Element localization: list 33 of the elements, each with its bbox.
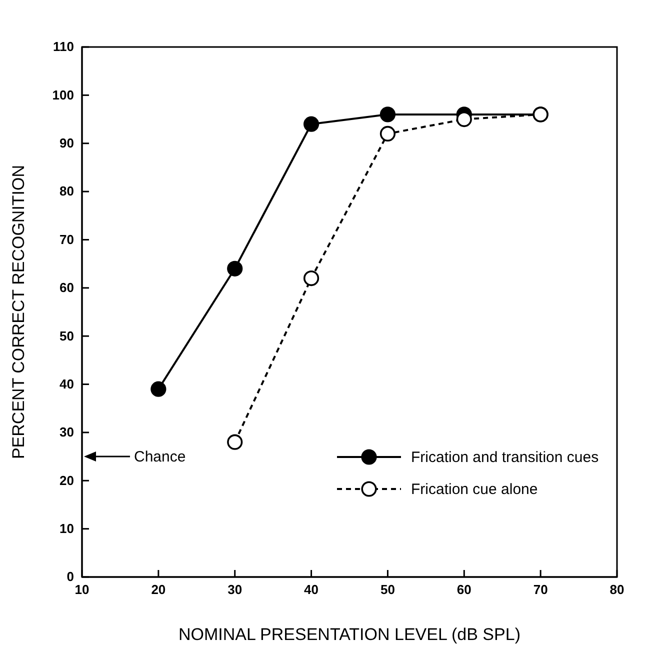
y-tick-label: 100 <box>52 87 74 102</box>
point <box>380 106 396 122</box>
legend-label: Frication and transition cues <box>411 449 599 466</box>
x-tick-label: 20 <box>151 582 166 598</box>
x-axis-title: NOMINAL PRESENTATION LEVEL (dB SPL) <box>178 625 520 644</box>
y-tick-label: 50 <box>60 328 74 344</box>
point <box>456 111 472 128</box>
y-tick-label: 20 <box>60 472 74 488</box>
y-tick-label: 90 <box>60 136 74 151</box>
x-tick-label: 60 <box>456 582 472 598</box>
x-tick-label: 10 <box>74 582 90 598</box>
x-tick-label: 80 <box>610 582 624 598</box>
point <box>227 434 243 450</box>
legend-label: Frication cue alone <box>411 481 538 498</box>
y-tick-label: 0 <box>66 569 74 584</box>
point <box>227 260 243 276</box>
y-axis-title: PERCENT CORRECT RECOGNITION <box>9 164 28 460</box>
x-tick-label: 40 <box>304 582 319 598</box>
y-tick-label: 60 <box>60 280 74 296</box>
x-tick-label: 70 <box>533 582 548 598</box>
point <box>150 381 166 397</box>
point <box>380 126 396 142</box>
x-tick-label: 50 <box>380 582 395 598</box>
point <box>303 270 320 286</box>
point <box>303 116 320 132</box>
y-tick-label: 10 <box>60 520 74 536</box>
y-tick-label: 70 <box>60 232 74 247</box>
y-tick-label: 30 <box>60 424 74 440</box>
y-tick-label: 40 <box>60 376 74 392</box>
y-tick-label: 110 <box>53 39 74 54</box>
ref-line-label: Chance <box>134 448 186 466</box>
y-tick-label: 80 <box>60 184 74 199</box>
x-tick-label: 30 <box>228 582 242 598</box>
